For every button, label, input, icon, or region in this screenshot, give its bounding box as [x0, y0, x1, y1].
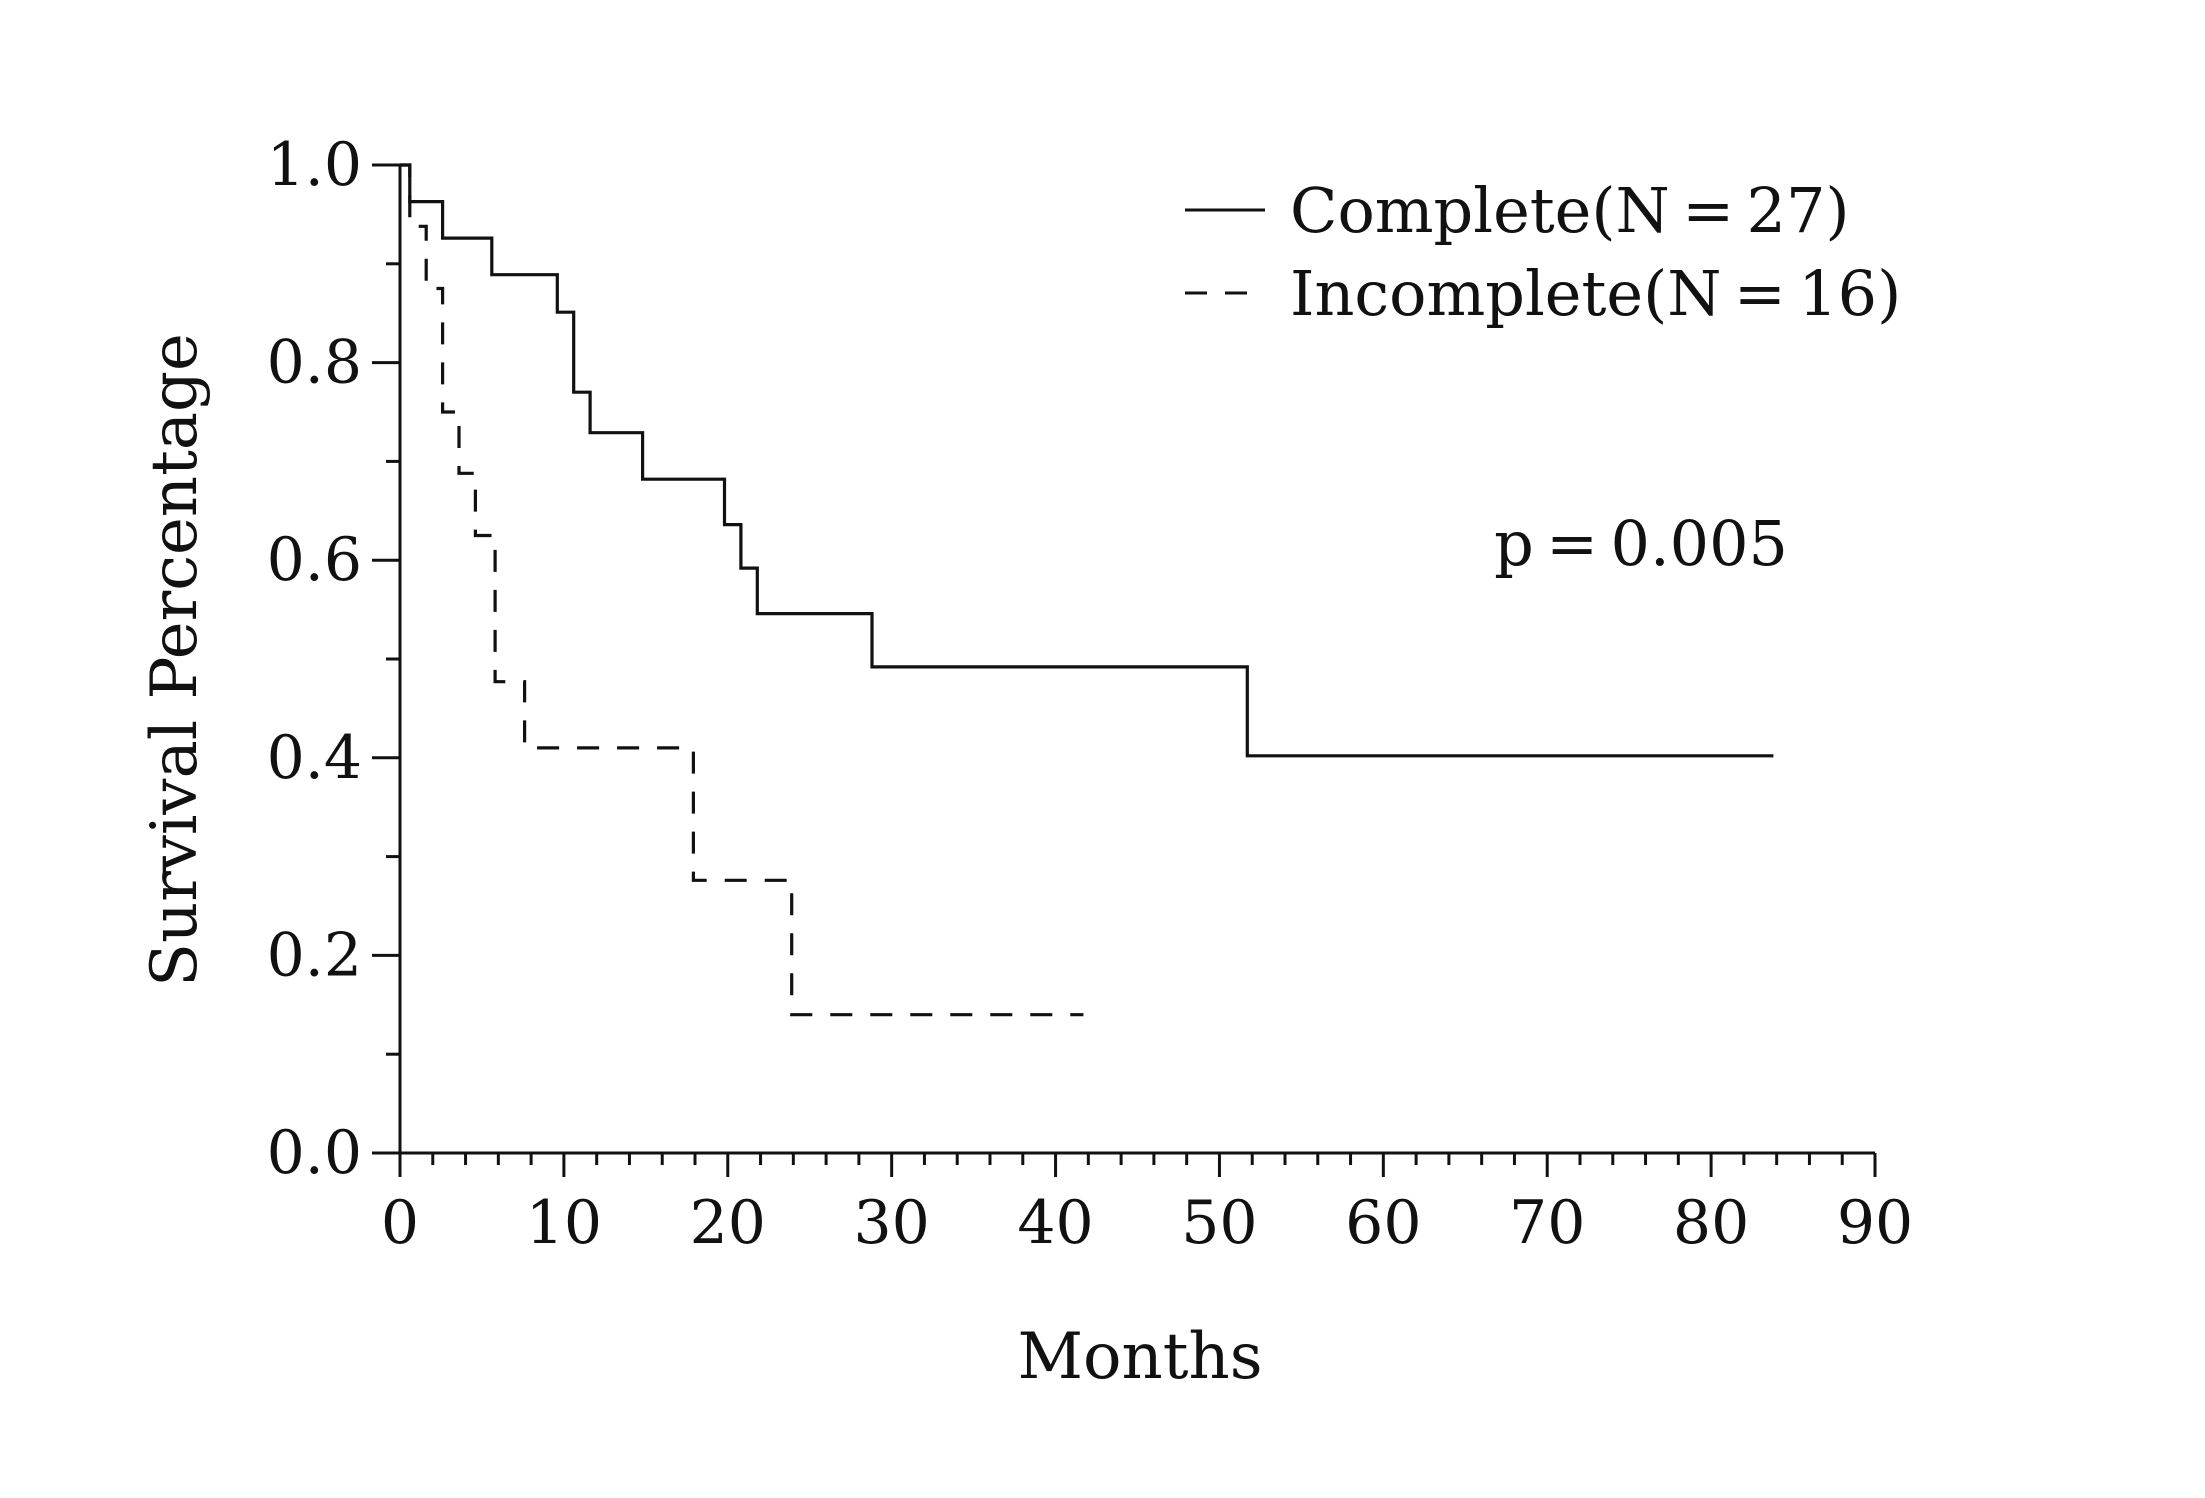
plot-area: 0.0 0.2 0.4 0.6 0.8 1.0 0 10 20 30 40 50 60 70 80 90	[267, 130, 1914, 1258]
y-tick-label: 0.6	[267, 525, 362, 595]
legend-label-complete: Complete(N = 27)	[1290, 174, 1850, 247]
y-tick-label: 0.4	[267, 723, 362, 793]
x-axis-ticks: 0 10 20 30 40 50 60 70 80 90	[381, 1153, 1913, 1258]
x-tick-label: 20	[690, 1188, 766, 1258]
x-axis-title: Months	[1017, 1320, 1262, 1394]
series-line-incomplete	[400, 163, 1084, 1017]
p-value-annotation: p = 0.005	[1494, 507, 1788, 580]
legend-label-incomplete: Incomplete(N = 16)	[1290, 257, 1901, 330]
y-tick-label: 0.8	[267, 328, 362, 398]
y-tick-label: 0.0	[267, 1118, 362, 1188]
y-tick-label: 1.0	[267, 130, 362, 200]
x-tick-label: 10	[526, 1188, 602, 1258]
x-tick-label: 30	[853, 1188, 929, 1258]
x-tick-label: 70	[1509, 1188, 1585, 1258]
x-tick-label: 60	[1345, 1188, 1421, 1258]
x-tick-label: 90	[1837, 1188, 1913, 1258]
series-layer	[400, 163, 1774, 1017]
series-line-complete	[400, 163, 1774, 758]
y-axis-title: Survival Percentage	[138, 333, 212, 987]
x-tick-label: 80	[1673, 1188, 1749, 1258]
x-tick-label: 0	[381, 1188, 419, 1258]
legend: Complete(N = 27) Incomplete(N = 16)	[1185, 174, 1901, 330]
y-tick-label: 0.2	[267, 920, 362, 990]
x-tick-label: 50	[1181, 1188, 1257, 1258]
x-tick-label: 40	[1017, 1188, 1093, 1258]
y-axis-ticks: 0.0 0.2 0.4 0.6 0.8 1.0	[267, 130, 400, 1188]
